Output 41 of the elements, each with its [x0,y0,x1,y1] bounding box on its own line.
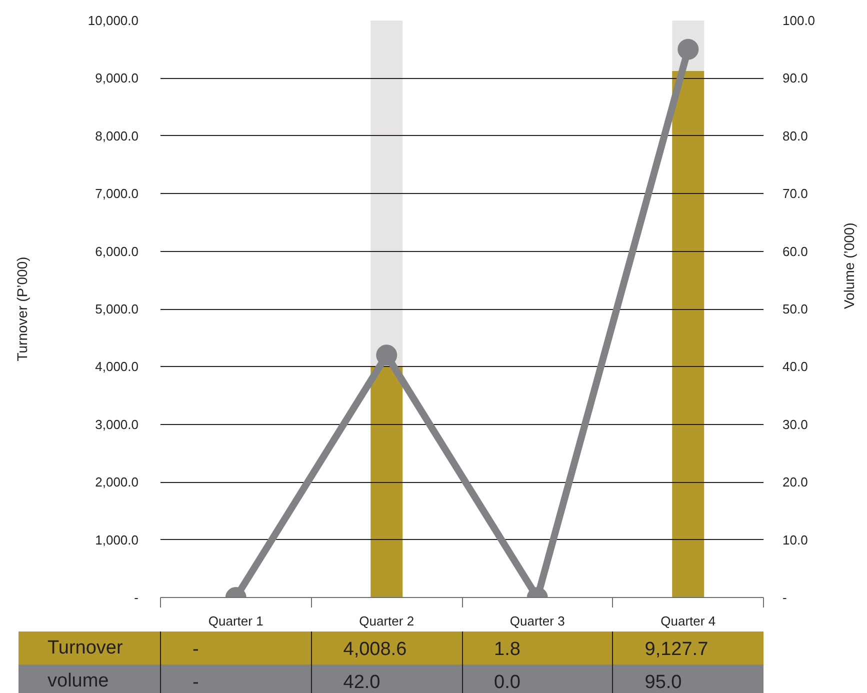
y-axis-title: Turnover (P’000) [14,256,30,362]
data-label: 0.0 [494,672,520,693]
y2-tick-label: 50.0 [782,302,808,316]
data-label: - [192,639,199,660]
y-tick-label: - [134,590,139,605]
y2-tick-label: 30.0 [782,416,808,432]
y2-tick-label: 90.0 [782,70,808,86]
text: Turnover [48,638,124,658]
y-tick-label: 8,000.0 [95,128,138,144]
bar [370,366,403,598]
x-tick-label: Quarter 2 [359,614,414,628]
y2-tick-label: 70.0 [782,186,808,202]
text: volume [48,670,109,692]
data-label: 42.0 [343,672,380,693]
y2-tick-label: - [782,590,787,605]
bar [672,70,704,598]
y-tick-label: 6,000.0 [95,244,138,259]
y2-tick-label: 20.0 [782,474,808,490]
y2-axis-title: Volume (’000) [841,222,858,309]
y2-tick-label: 10.0 [782,532,808,548]
y-tick-label: 4,000.0 [95,359,138,374]
data-label: - [192,672,199,693]
x-tick-label: Quarter 1 [208,614,264,628]
y-tick-label: 1,000.0 [95,532,138,548]
bar [370,20,403,366]
y-tick-label: 2,000.0 [95,474,138,490]
y2-tick-label: 60.0 [782,244,808,259]
data-label: 95.0 [644,672,682,693]
data-label: 1.8 [494,639,520,660]
x-tick-label: Quarter 3 [510,614,565,628]
y-tick-label: 7,000.0 [95,186,138,202]
y2-tick-label: 100.0 [782,13,816,28]
y2-tick-label: 80.0 [782,128,808,144]
y-tick-label: 9,000.0 [95,70,138,86]
y-tick-label: 3,000.0 [95,416,138,432]
x-tick-label: Quarter 4 [660,614,716,628]
y-tick-label: 10,000.0 [88,13,139,28]
y2-tick-label: 40.0 [782,359,808,374]
y-tick-label: 5,000.0 [95,302,138,316]
data-label: 9,127.7 [644,639,708,660]
data-label: 4,008.6 [343,639,407,660]
